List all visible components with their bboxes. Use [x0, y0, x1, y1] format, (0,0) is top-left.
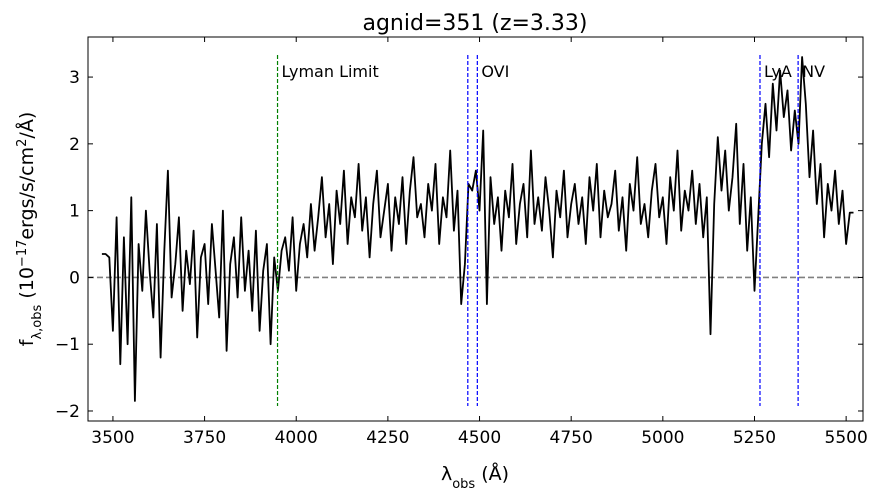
label-part: λ: [441, 463, 452, 485]
label-part: /Å): [15, 112, 38, 139]
marker-label: Lyman Limit: [282, 62, 379, 81]
y-axis-label: fλ,obs (10−17ergs/s/cm2/Å): [15, 112, 45, 346]
y-tick-label: 2: [69, 135, 80, 155]
x-tick-label: 3500: [91, 428, 134, 448]
y-tick-label: 3: [69, 68, 80, 88]
y-tick-label: 0: [69, 268, 80, 288]
x-tick-label: 5000: [641, 428, 684, 448]
marker-label: OVI: [481, 62, 509, 81]
label-part: −17: [15, 240, 30, 267]
x-axis-label: λobs (Å): [441, 462, 509, 492]
label-part: f: [16, 338, 38, 346]
label-part: obs: [452, 477, 475, 492]
marker-label: NV: [802, 62, 825, 81]
label-part: λ,obs: [30, 305, 45, 340]
x-tick-label: 4000: [275, 428, 318, 448]
x-tick-label: 5500: [825, 428, 868, 448]
y-tick-label: −2: [55, 402, 80, 422]
marker-label: LyA: [764, 62, 792, 81]
label-part: ergs/s/cm: [16, 147, 38, 240]
y-tick-label: −1: [55, 335, 80, 355]
label-part: (10: [16, 267, 38, 305]
x-tick-label: 5250: [733, 428, 776, 448]
label-part: 2: [15, 139, 30, 147]
plot-frame: [87, 36, 864, 422]
x-tick-label: 4500: [458, 428, 501, 448]
x-tick-label: 3750: [183, 428, 226, 448]
label-part: (Å): [475, 462, 509, 485]
x-tick-label: 4250: [366, 428, 409, 448]
chart-title: agnid=351 (z=3.33): [362, 11, 587, 36]
y-tick-label: 1: [69, 202, 80, 222]
x-tick-label: 4750: [550, 428, 593, 448]
